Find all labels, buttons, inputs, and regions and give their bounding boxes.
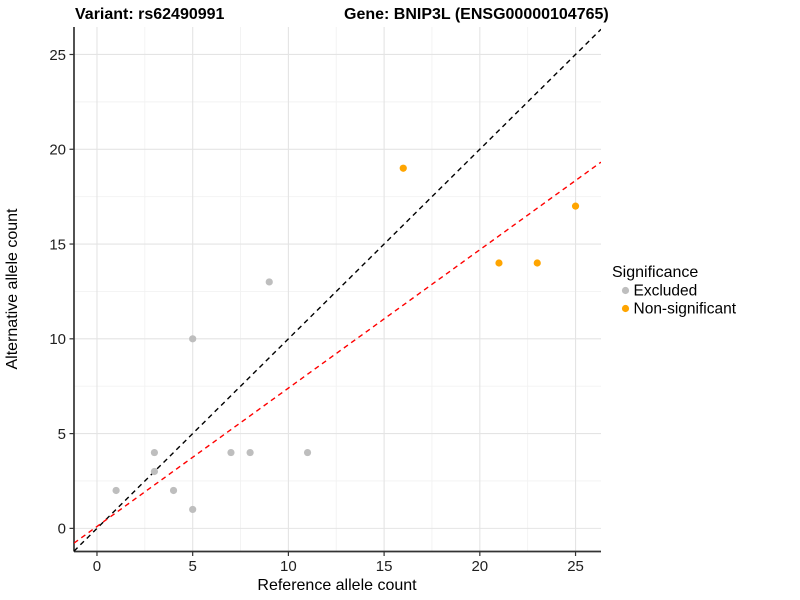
data-point-excluded — [189, 505, 197, 514]
x-axis-label: Reference allele count — [257, 577, 417, 594]
legend: Significance Excluded Non-significant — [612, 264, 737, 318]
data-point-excluded — [303, 448, 312, 457]
data-point-excluded — [150, 448, 158, 457]
data-point-excluded — [169, 486, 178, 495]
data-point-non-significant — [571, 202, 580, 210]
y-tick-label: 15 — [49, 236, 66, 253]
plot-title-variant: Variant: rs62490991 — [75, 6, 225, 23]
trend-lines-layer — [74, 28, 601, 552]
y-tick-label: 10 — [49, 331, 66, 348]
x-tick-label: 10 — [280, 558, 297, 575]
x-tick-label: 0 — [93, 558, 101, 575]
plot-title-gene: Gene: BNIP3L (ENSG00000104765) — [344, 6, 609, 23]
legend-label-non-significant: Non-significant — [634, 301, 737, 318]
legend-entry-non-significant: Non-significant — [621, 301, 737, 318]
identity-line — [74, 28, 601, 552]
axis-layer — [69, 27, 601, 556]
data-point-excluded — [112, 486, 120, 495]
data-point-non-significant — [495, 259, 503, 267]
legend-title: Significance — [612, 264, 698, 281]
legend-label-excluded: Excluded — [634, 283, 698, 300]
grid-layer — [74, 27, 601, 552]
x-tick-label: 25 — [567, 558, 584, 575]
legend-swatch-non-significant — [621, 304, 630, 313]
x-tick-label: 20 — [471, 558, 488, 575]
data-point-excluded — [265, 278, 273, 286]
tick-labels-layer: 0 5 10 15 20 25 0 5 10 15 20 25 — [49, 47, 584, 575]
y-tick-label: 20 — [49, 142, 66, 159]
x-tick-label: 5 — [189, 558, 197, 575]
y-tick-label: 25 — [49, 47, 66, 64]
data-point-excluded — [227, 448, 235, 457]
data-point-excluded — [246, 448, 254, 457]
y-tick-label: 5 — [58, 426, 66, 443]
data-point-non-significant — [399, 164, 407, 172]
data-point-excluded — [150, 467, 158, 476]
data-points-layer — [112, 164, 580, 514]
data-point-non-significant — [533, 259, 541, 267]
x-tick-label: 15 — [376, 558, 393, 575]
y-axis-label: Alternative allele count — [4, 208, 21, 370]
y-tick-label: 0 — [58, 521, 66, 538]
legend-entry-excluded: Excluded — [621, 283, 698, 300]
legend-swatch-excluded — [621, 286, 630, 295]
data-point-excluded — [189, 335, 197, 343]
fit-line — [74, 161, 601, 544]
